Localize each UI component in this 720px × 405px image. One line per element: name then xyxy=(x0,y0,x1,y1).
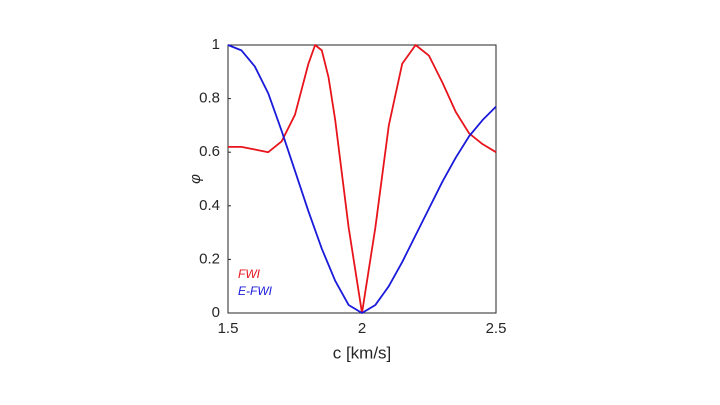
series-line xyxy=(227,44,497,314)
x-tick-label: 1.5 xyxy=(218,320,239,337)
y-tick-label: 1 xyxy=(212,36,220,53)
x-axis-label: c [km/s] xyxy=(333,343,392,362)
legend-label: E-FWI xyxy=(238,284,273,298)
y-tick-label: 0.4 xyxy=(199,197,220,214)
series-line xyxy=(228,44,497,314)
x-tick-label: 2 xyxy=(358,320,366,337)
y-tick-label: 0 xyxy=(212,304,220,321)
y-tick-label: 0.6 xyxy=(199,143,220,160)
plot-area xyxy=(227,44,497,314)
x-tick-label: 2.5 xyxy=(486,320,507,337)
y-tick-label: 0.8 xyxy=(199,90,220,107)
y-tick-label: 0.2 xyxy=(199,250,220,267)
y-axis-label: φ xyxy=(187,174,204,184)
legend-label: FWI xyxy=(238,267,261,281)
